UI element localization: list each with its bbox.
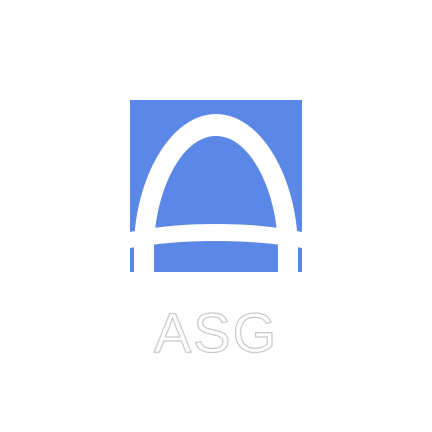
arch-road-logo-icon	[130, 100, 302, 272]
logo-inner-peak	[158, 152, 274, 224]
logo-road	[130, 224, 302, 248]
logo-arch	[134, 114, 298, 272]
logo-wordmark: ASG	[0, 302, 432, 362]
logo-lower-band	[154, 242, 278, 262]
logo-mark-svg	[130, 100, 302, 272]
logo-wordmark-text: ASG	[154, 302, 278, 362]
